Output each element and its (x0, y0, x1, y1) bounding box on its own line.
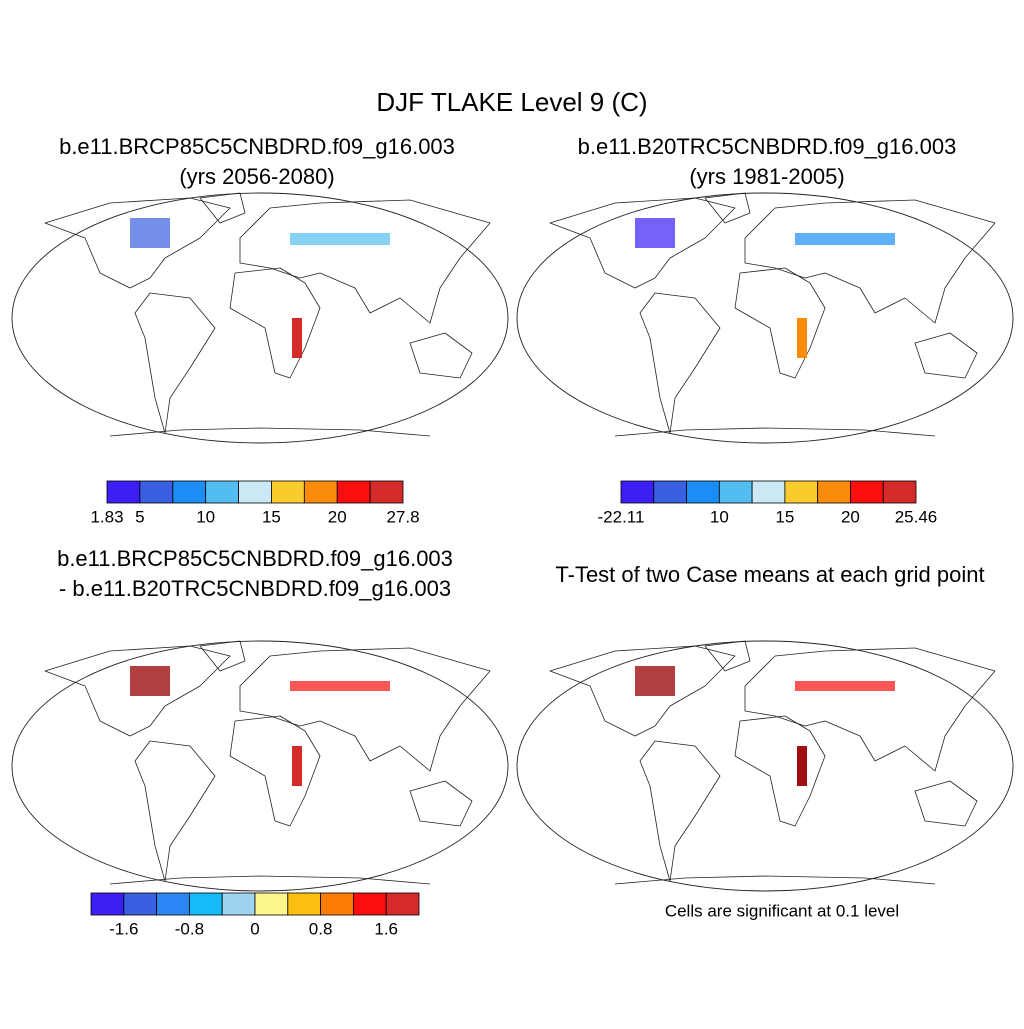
colorbar-label: 10 (196, 507, 215, 526)
colorbar-box (238, 480, 272, 504)
panel-title: T-Test of two Case means at each grid po… (555, 562, 984, 587)
panel-title: b.e11.B20TRC5CNBDRD.f09_g16.003 (578, 134, 957, 159)
panel-subtitle: - b.e11.B20TRC5CNBDRD.f09_g16.003 (59, 576, 451, 601)
colorbar-label: 20 (328, 507, 347, 526)
note: Cells are significant at 0.1 level (665, 901, 899, 920)
colorbar-box (156, 892, 190, 916)
colorbar-box (751, 480, 786, 504)
colorbar-label: 27.8 (386, 507, 419, 526)
colorbar-box (320, 892, 354, 916)
colorbar-box (718, 480, 753, 504)
colorbar-box (221, 892, 256, 916)
colorbar-box (385, 892, 420, 916)
colorbar-box (336, 480, 371, 504)
colorbar-label: -1.6 (109, 919, 138, 938)
map (516, 640, 1014, 892)
map (11, 640, 509, 892)
colorbar-box (106, 480, 141, 504)
colorbar-label: -0.8 (175, 919, 204, 938)
colorbar-box (188, 892, 223, 916)
colorbar-label: 15 (775, 507, 794, 526)
panel: b.e11.BRCP85C5CNBDRD.f09_g16.003 - b.e11… (11, 546, 509, 892)
colorbar-box (686, 480, 720, 504)
panel-subtitle: (yrs 1981-2005) (689, 164, 844, 189)
colorbar-label: -22.11 (598, 507, 645, 526)
panel-title: b.e11.BRCP85C5CNBDRD.f09_g16.003 (57, 546, 453, 571)
panel: T-Test of two Case means at each grid po… (516, 562, 1014, 892)
colorbar-label: 20 (841, 507, 860, 526)
colorbar-box (620, 480, 655, 504)
colorbar-box (139, 480, 174, 504)
colorbar-box (850, 480, 884, 504)
colorbar-box (287, 892, 321, 916)
colorbar-box (882, 480, 917, 504)
colorbar-box (172, 480, 207, 504)
colorbar-label: 10 (710, 507, 729, 526)
colorbar-box (817, 480, 851, 504)
map (11, 192, 509, 444)
colorbar-box (123, 892, 158, 916)
colorbar-box (653, 480, 687, 504)
colorbar-label: 1.83 (90, 507, 123, 526)
colorbar-label: 5 (135, 507, 144, 526)
colorbar-box (271, 480, 305, 504)
colorbar-box (303, 480, 338, 504)
colorbar-label: 1.6 (374, 919, 398, 938)
colorbar-label: 15 (262, 507, 281, 526)
panel: b.e11.BRCP85C5CNBDRD.f09_g16.003 (yrs 20… (11, 134, 509, 444)
colorbar-box (369, 480, 404, 504)
colorbar-box (90, 892, 125, 916)
panel-subtitle: (yrs 2056-2080) (179, 164, 334, 189)
colorbar-box (205, 480, 239, 504)
map (516, 192, 1014, 444)
colorbar-label: 25.46 (895, 507, 938, 526)
colorbar-box (254, 892, 289, 916)
colorbar-label: 0.8 (309, 919, 333, 938)
colorbar-box (784, 480, 819, 504)
figure-title: DJF TLAKE Level 9 (C) (376, 87, 647, 117)
panel: b.e11.B20TRC5CNBDRD.f09_g16.003 (yrs 198… (516, 134, 1014, 444)
colorbar-label: 0 (250, 919, 259, 938)
panel-title: b.e11.BRCP85C5CNBDRD.f09_g16.003 (59, 134, 455, 159)
colorbar-box (352, 892, 387, 916)
